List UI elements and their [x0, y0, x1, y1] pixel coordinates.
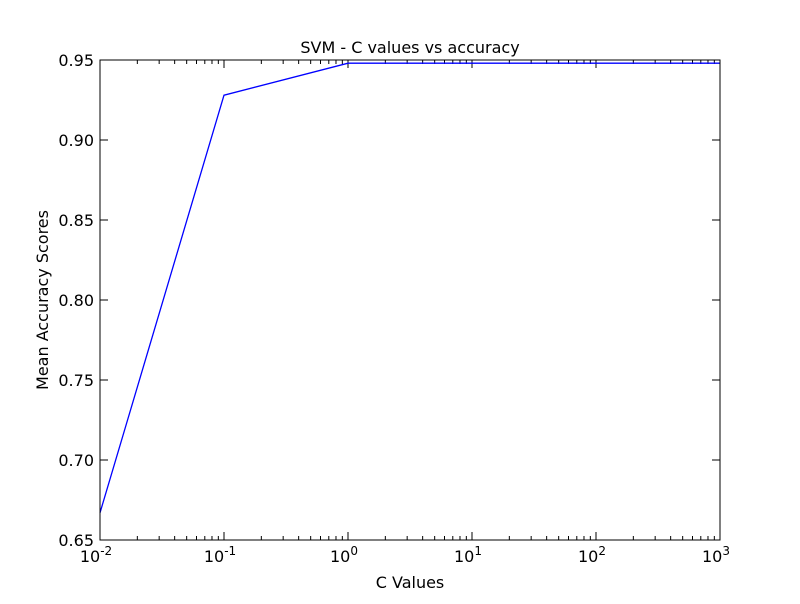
y-axis-label: Mean Accuracy Scores [33, 210, 52, 390]
series-lines [99, 62, 720, 513]
x-tick-label: 100 [330, 544, 358, 566]
x-tick-label: 10-2 [80, 544, 112, 566]
y-tick-label: 0.90 [58, 131, 94, 150]
x-tick-label: 10-1 [204, 544, 236, 566]
x-tick-label: 101 [454, 544, 482, 566]
x-tick-label: 102 [578, 544, 606, 566]
x-tick-label: 103 [702, 544, 730, 566]
chart-title: SVM - C values vs accuracy [300, 38, 519, 57]
y-tick-label: 0.85 [58, 211, 94, 230]
axis-ticks: 10-2 10-1 100 101 102 103 0.65 0.70 0.75 0.80 0.85… [58, 51, 730, 566]
plot-frame [99, 59, 721, 541]
y-tick-label: 0.95 [58, 51, 94, 70]
series-line-accuracy [99, 62, 720, 513]
x-axis-label: C Values [376, 573, 445, 592]
y-tick-label: 0.65 [58, 531, 94, 550]
y-tick-label: 0.80 [58, 291, 94, 310]
y-tick-label: 0.70 [58, 451, 94, 470]
y-tick-label: 0.75 [58, 371, 94, 390]
